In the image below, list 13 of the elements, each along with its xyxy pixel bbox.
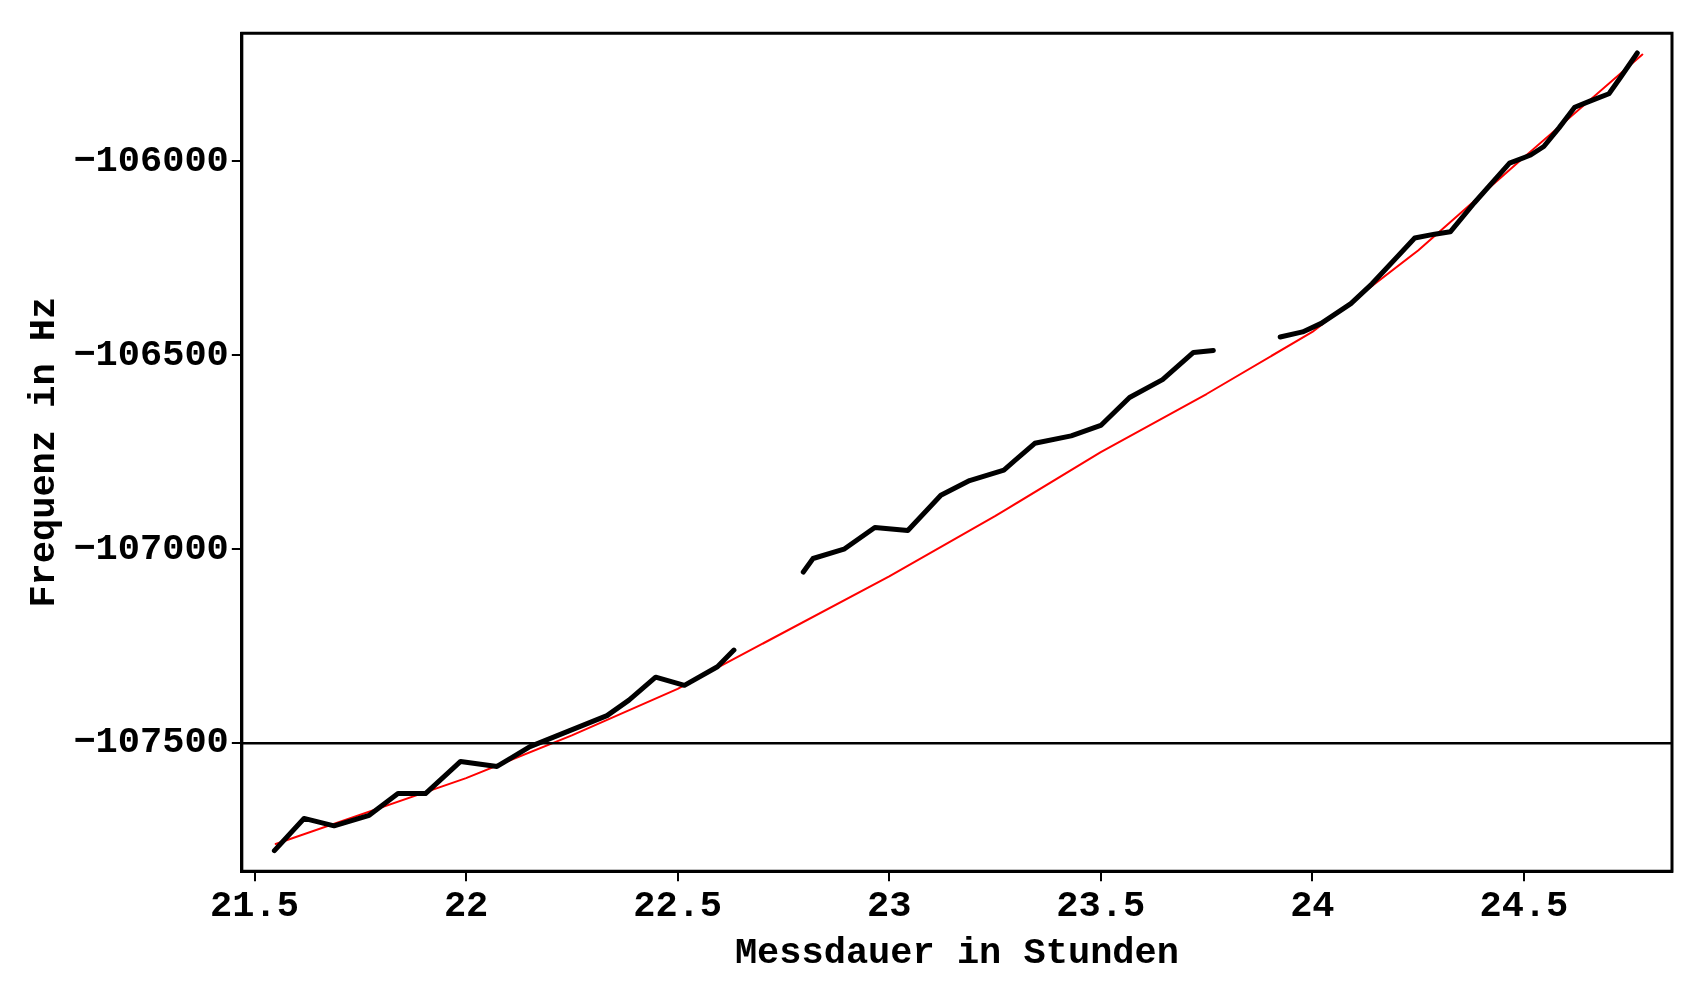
x-tick-label: 22 (443, 884, 489, 927)
x-tick-label: 24.5 (1479, 884, 1569, 927)
x-tick-label: 21.5 (210, 884, 299, 927)
y-tick-label: −107000 (73, 527, 229, 570)
x-tick-label: 23 (867, 884, 912, 927)
y-tick-label: −106500 (73, 333, 229, 376)
y-axis-title: Frequenz in Hz (22, 296, 65, 608)
x-axis-title: Messdauer in Stunden (734, 932, 1179, 975)
y-tick-label: −107500 (73, 721, 229, 764)
x-tick-label: 24 (1290, 884, 1335, 927)
x-tick-label: 23.5 (1056, 884, 1146, 927)
x-tick-label: 22.5 (633, 884, 723, 927)
y-tick-label: −106000 (73, 139, 229, 182)
